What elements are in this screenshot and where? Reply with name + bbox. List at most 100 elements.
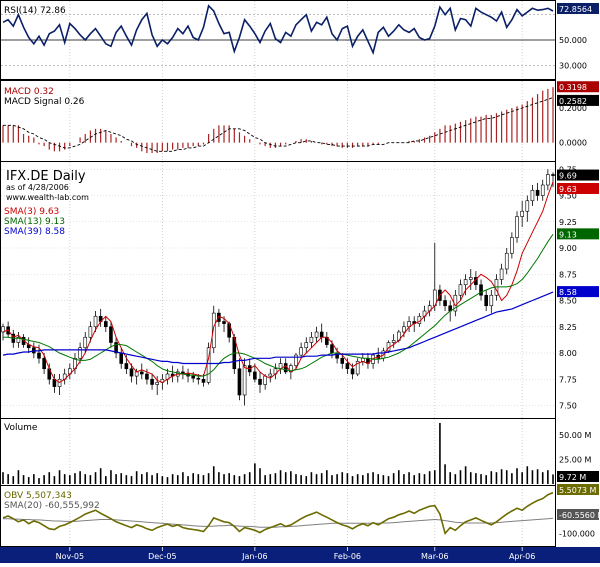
candle-body xyxy=(402,326,406,333)
price-badge: 8.58 xyxy=(557,286,599,298)
candle-body xyxy=(314,331,319,338)
volume-layer xyxy=(2,422,554,484)
macd-value-badge-text: 0.3198 xyxy=(559,83,587,92)
volume-value-badge: 9.72 M xyxy=(557,471,599,482)
candle-body xyxy=(479,284,483,296)
price-badge-bg xyxy=(557,228,599,240)
sma-line-2 xyxy=(2,291,554,365)
candle-body xyxy=(294,354,298,366)
price-tick-label: 8.50 xyxy=(559,297,577,306)
candle-body xyxy=(155,382,160,385)
rsi-value-badge: 72.8564 xyxy=(557,3,599,14)
macd-value-badge: 0.3198 xyxy=(557,81,599,93)
candle-body xyxy=(540,184,545,196)
sma-line-1 xyxy=(3,234,554,377)
price-tick-label: 7.75 xyxy=(559,375,577,384)
macd-tick-label: 0.2000 xyxy=(559,104,587,113)
candle-body xyxy=(355,361,360,375)
candle-body xyxy=(263,375,267,385)
x-axis-label: Feb-06 xyxy=(334,552,361,561)
candle-body xyxy=(391,340,396,343)
price-badge-bg xyxy=(557,169,599,181)
candle-body xyxy=(145,373,149,380)
candle-body xyxy=(350,368,355,375)
sma39-legend: SMA(39) 8.58 xyxy=(4,227,65,237)
candle-body xyxy=(196,377,201,380)
obv-sma-badge-bg xyxy=(557,509,599,520)
candle-body xyxy=(119,352,124,364)
candle-body xyxy=(78,347,82,359)
candle-body xyxy=(201,378,206,383)
macd-value-badge-bg xyxy=(557,81,599,93)
rsi-panel-frame xyxy=(0,0,556,80)
price-tick-label: 8.75 xyxy=(559,270,577,279)
rsi-line xyxy=(2,4,554,56)
volume-value-badge-bg xyxy=(557,471,599,482)
obv-sma-badge: -60.5560 M xyxy=(557,509,600,520)
x-axis-labels: Nov-05 Dec-05 Jan-06 Feb-06 Mar-06 Apr-06 xyxy=(56,547,535,561)
rsi-tick-label: 30.000 xyxy=(559,61,587,70)
price-tick-label: 9.50 xyxy=(559,192,577,201)
obv-value-badge: 5.5073 M xyxy=(557,484,599,495)
x-axis-label: Mar-06 xyxy=(421,552,449,561)
x-axis-label: Apr-06 xyxy=(509,552,535,561)
candle-body xyxy=(299,347,303,356)
candle-body xyxy=(42,357,46,370)
candle-body xyxy=(510,237,514,254)
candle-body xyxy=(340,357,345,364)
chart-title: IFX.DE Daily xyxy=(6,169,86,184)
macd-signal-badge: 0.2582 xyxy=(557,94,599,106)
candle-body xyxy=(504,252,509,270)
candle-body xyxy=(93,315,98,328)
macd-signal-label: MACD Signal 0.26 xyxy=(4,97,85,107)
macd-tick-label: 0.0000 xyxy=(559,139,587,148)
obv-sma-line xyxy=(3,517,554,528)
price-tick-label: 9.00 xyxy=(559,244,577,253)
price-tick-label: 8.25 xyxy=(559,323,577,332)
price-badge-bg xyxy=(557,183,599,194)
candle-body xyxy=(237,368,242,396)
tick-layer: 50.00030.0000.20000.00009.759.509.259.00… xyxy=(559,36,595,538)
candle-body xyxy=(139,371,144,375)
candle-body xyxy=(83,336,88,349)
x-axis-bar xyxy=(0,547,600,563)
x-axis-label: Jan-06 xyxy=(241,552,267,561)
candle-body xyxy=(468,277,473,280)
candle-body xyxy=(37,352,41,359)
candle-body xyxy=(109,326,113,343)
candle-body xyxy=(345,363,350,370)
price-badge-bg xyxy=(557,286,599,298)
price-tick-label: 8.00 xyxy=(559,349,577,358)
macd-layer xyxy=(2,87,554,154)
candle-body xyxy=(191,375,195,379)
candle-body xyxy=(16,336,21,343)
chart-subtitle: as of 4/28/2006 xyxy=(6,183,69,192)
price-badge-text: 9.63 xyxy=(559,185,577,194)
sma3-legend: SMA(3) 9.63 xyxy=(4,207,59,217)
grid-layer xyxy=(1,1,555,546)
candle-body xyxy=(104,321,108,328)
candle-body xyxy=(268,373,273,377)
macd-signal-line xyxy=(3,97,554,152)
candle-body xyxy=(253,371,257,380)
candle-body xyxy=(330,344,334,354)
candle-body xyxy=(515,216,519,238)
candle-body xyxy=(319,331,324,338)
chart-source: www.wealth-lab.com xyxy=(6,193,89,202)
candle-body xyxy=(211,312,216,349)
obv-panel-frame xyxy=(0,485,556,547)
price-badge-text: 8.58 xyxy=(559,288,577,297)
candle-body xyxy=(551,174,555,176)
sma13-legend: SMA(13) 9.13 xyxy=(4,217,65,227)
obv-sma-badge-text: -60.5560 M xyxy=(559,511,600,520)
candle-body xyxy=(530,189,535,202)
candle-body xyxy=(222,321,226,324)
obv-value-badge-text: 5.5073 M xyxy=(559,486,597,495)
x-axis-label: Nov-05 xyxy=(56,552,84,561)
obv-line xyxy=(2,491,554,536)
candle-body xyxy=(150,378,154,385)
volume-tick-label: 50.00 M xyxy=(559,431,591,440)
volume-label: Volume xyxy=(4,423,38,433)
candle-body xyxy=(88,326,93,338)
